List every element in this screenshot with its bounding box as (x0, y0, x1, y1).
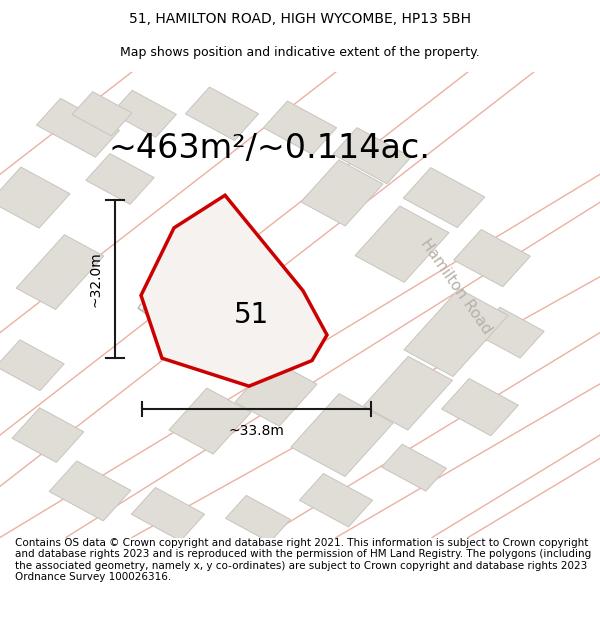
Polygon shape (291, 394, 393, 476)
Polygon shape (37, 98, 119, 157)
Polygon shape (263, 101, 337, 154)
Polygon shape (333, 127, 411, 184)
Polygon shape (235, 360, 317, 426)
Polygon shape (476, 308, 544, 358)
Polygon shape (12, 408, 84, 462)
Polygon shape (442, 379, 518, 436)
Polygon shape (72, 92, 132, 136)
Polygon shape (404, 289, 508, 376)
Text: Map shows position and indicative extent of the property.: Map shows position and indicative extent… (120, 46, 480, 59)
Text: 51: 51 (234, 301, 269, 329)
Polygon shape (141, 195, 327, 386)
Polygon shape (0, 167, 70, 228)
Polygon shape (131, 488, 205, 541)
Text: Contains OS data © Crown copyright and database right 2021. This information is : Contains OS data © Crown copyright and d… (15, 538, 591, 582)
Polygon shape (86, 154, 154, 204)
Polygon shape (454, 229, 530, 287)
Polygon shape (0, 340, 64, 391)
Polygon shape (49, 461, 131, 521)
Text: ~33.8m: ~33.8m (229, 424, 284, 438)
Polygon shape (226, 496, 290, 542)
Polygon shape (403, 168, 485, 228)
Polygon shape (112, 91, 176, 138)
Polygon shape (355, 206, 449, 282)
Polygon shape (16, 235, 104, 309)
Polygon shape (364, 356, 452, 430)
Text: Foxhill Close: Foxhill Close (137, 231, 205, 318)
Polygon shape (185, 87, 259, 141)
Polygon shape (169, 388, 251, 454)
Text: ~32.0m: ~32.0m (88, 251, 102, 307)
Text: Hamilton Road: Hamilton Road (418, 236, 494, 336)
Polygon shape (299, 474, 373, 527)
Text: 51, HAMILTON ROAD, HIGH WYCOMBE, HP13 5BH: 51, HAMILTON ROAD, HIGH WYCOMBE, HP13 5B… (129, 12, 471, 26)
Text: ~463m²/~0.114ac.: ~463m²/~0.114ac. (109, 132, 431, 165)
Polygon shape (301, 160, 383, 226)
Polygon shape (382, 444, 446, 491)
